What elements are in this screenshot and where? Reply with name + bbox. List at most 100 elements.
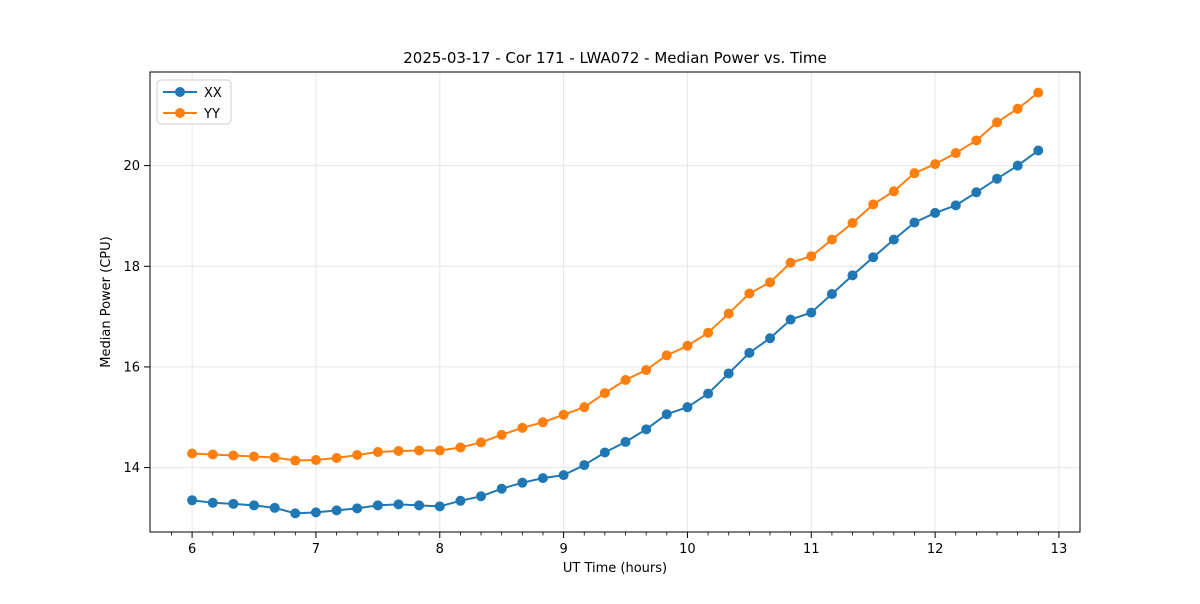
x-tick-label: 12 (927, 542, 944, 557)
data-point-xx (785, 314, 796, 325)
data-point-yy (290, 455, 301, 466)
data-point-xx (765, 333, 776, 344)
data-point-xx (641, 424, 652, 435)
data-point-xx (930, 207, 941, 218)
data-point-xx (847, 270, 858, 281)
chart-title: 2025-03-17 - Cor 171 - LWA072 - Median P… (403, 49, 827, 67)
data-point-yy (434, 445, 445, 456)
y-tick-label: 16 (123, 360, 140, 375)
data-point-xx (228, 498, 239, 509)
data-point-xx (744, 347, 755, 358)
data-point-yy (950, 148, 961, 159)
y-tick-label: 14 (123, 461, 140, 476)
data-point-yy (930, 159, 941, 170)
data-point-xx (372, 500, 383, 511)
legend-label-yy: YY (203, 107, 220, 122)
x-tick-label: 11 (803, 542, 820, 557)
data-point-yy (331, 453, 342, 464)
data-point-xx (682, 402, 693, 413)
data-point-yy (765, 277, 776, 288)
data-point-xx (971, 187, 982, 198)
data-point-xx (496, 483, 507, 494)
data-point-xx (393, 499, 404, 510)
data-point-yy (620, 375, 631, 386)
data-point-xx (703, 388, 714, 399)
legend-label-xx: XX (204, 86, 222, 101)
x-tick-label: 9 (559, 542, 567, 557)
data-point-yy (249, 451, 260, 462)
legend-marker-yy (175, 108, 185, 118)
data-point-yy (661, 350, 672, 361)
data-point-yy (207, 449, 218, 460)
legend: XX YY (156, 79, 232, 125)
series-line-yy (192, 91, 1039, 462)
data-point-xx (269, 502, 280, 513)
data-point-yy (992, 117, 1003, 128)
data-point-xx (950, 200, 961, 211)
data-point-yy (455, 442, 466, 453)
data-point-yy (703, 327, 714, 338)
data-point-yy (187, 448, 198, 459)
data-point-yy (352, 449, 363, 460)
x-tick-label: 10 (679, 542, 696, 557)
data-point-xx (207, 497, 218, 508)
data-point-yy (847, 217, 858, 228)
data-point-xx (310, 507, 321, 518)
data-point-xx (476, 491, 487, 502)
data-point-yy (599, 388, 610, 399)
data-point-xx (249, 500, 260, 511)
x-axis: 6 7 8 9 10 11 12 13 (171, 532, 1067, 557)
data-point-xx (599, 447, 610, 458)
data-point-xx (517, 477, 528, 488)
data-point-yy (269, 452, 280, 463)
legend-marker-xx (175, 87, 185, 97)
data-point-yy (868, 199, 879, 210)
data-point-yy (806, 251, 817, 262)
data-point-yy (414, 445, 425, 456)
data-point-xx (909, 217, 920, 228)
data-point-yy (476, 437, 487, 448)
data-point-xx (331, 505, 342, 516)
data-point-yy (744, 288, 755, 299)
data-point-xx (868, 252, 879, 263)
data-point-yy (641, 364, 652, 375)
data-point-yy (517, 422, 528, 433)
x-tick-label: 6 (188, 542, 196, 557)
data-point-xx (661, 409, 672, 420)
data-point-xx (992, 173, 1003, 184)
data-point-yy (558, 409, 569, 420)
data-point-yy (496, 429, 507, 440)
data-point-yy (682, 340, 693, 351)
data-point-xx (620, 436, 631, 447)
data-point-yy (723, 308, 734, 319)
data-point-xx (187, 495, 198, 506)
data-point-xx (434, 501, 445, 512)
data-point-yy (785, 257, 796, 268)
data-point-xx (1012, 160, 1023, 171)
data-point-xx (290, 508, 301, 519)
series-layer (187, 87, 1044, 519)
plot-border (149, 71, 1081, 533)
data-point-xx (414, 500, 425, 511)
data-point-xx (888, 234, 899, 245)
y-tick-label: 18 (123, 260, 140, 275)
data-point-xx (455, 495, 466, 506)
data-point-yy (579, 402, 590, 413)
y-tick-label: 20 (123, 159, 140, 174)
data-point-xx (723, 368, 734, 379)
x-axis-label: UT Time (hours) (563, 561, 667, 576)
data-point-xx (579, 460, 590, 471)
data-point-yy (1033, 87, 1044, 98)
data-point-xx (1033, 145, 1044, 156)
data-point-yy (310, 455, 321, 466)
data-point-yy (393, 445, 404, 456)
data-point-yy (971, 135, 982, 146)
data-point-yy (826, 234, 837, 245)
x-tick-label: 8 (436, 542, 444, 557)
grid-layer (150, 72, 1080, 532)
data-point-yy (888, 186, 899, 197)
data-point-xx (826, 288, 837, 299)
data-point-yy (537, 417, 548, 428)
